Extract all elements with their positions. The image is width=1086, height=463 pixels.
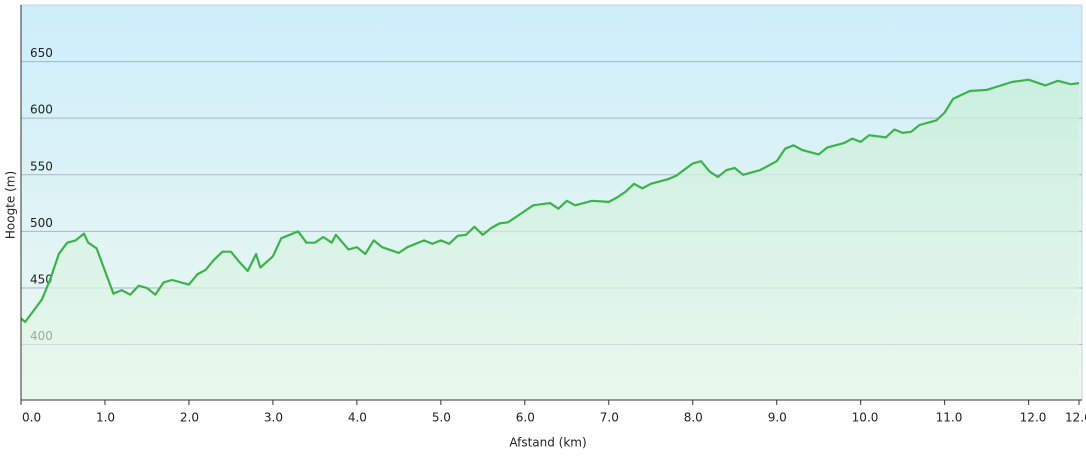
x-tick-label: 0.0 (22, 411, 41, 425)
x-tick-label: 7.0 (600, 411, 619, 425)
x-tick-label: 12.0 (1020, 411, 1047, 425)
y-tick-label: 500 (30, 216, 53, 230)
x-tick-label: 3.0 (264, 411, 283, 425)
x-tick-label: 10.0 (852, 411, 879, 425)
y-tick-label: 600 (30, 103, 53, 117)
x-tick-label: 8.0 (684, 411, 703, 425)
x-tick-label: 1.0 (96, 411, 115, 425)
y-tick-label: 650 (30, 46, 53, 60)
y-tick-label: 550 (30, 159, 53, 173)
y-tick-label: 450 (30, 272, 53, 286)
y-axis-label: Hoogte (m) (4, 171, 18, 239)
elevation-line (20, 78, 1080, 323)
x-tick-label: 4.0 (348, 411, 367, 425)
x-tick-label: 9.0 (768, 411, 787, 425)
area-fill (21, 79, 1079, 400)
x-tick-label: 11.0 (936, 411, 963, 425)
x-tick-label: 5.0 (432, 411, 451, 425)
x-tick-label: 12.6 (1065, 411, 1086, 425)
x-tick-label: 2.0 (180, 411, 199, 425)
x-axis-label: Afstand (km) (509, 436, 586, 450)
x-tick-label: 6.0 (516, 411, 535, 425)
